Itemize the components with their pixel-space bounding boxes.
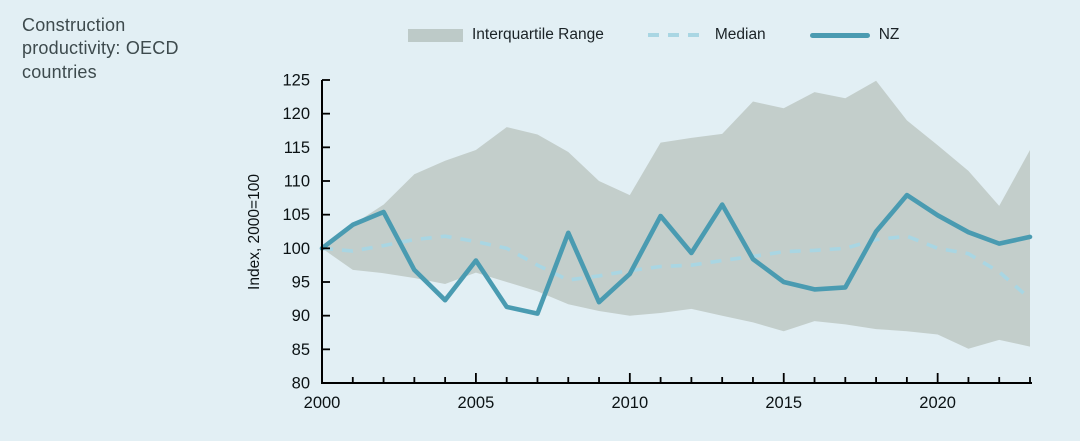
svg-text:90: 90 bbox=[292, 307, 310, 325]
median-line bbox=[321, 234, 1032, 301]
legend-item-nz: NZ bbox=[809, 26, 900, 44]
iqr-band-swatch-icon bbox=[408, 28, 463, 42]
svg-text:125: 125 bbox=[282, 72, 310, 90]
iqr-band bbox=[322, 80, 1030, 349]
svg-text:2010: 2010 bbox=[611, 394, 648, 412]
legend-item-median: Median bbox=[647, 26, 766, 44]
svg-text:2020: 2020 bbox=[919, 394, 956, 412]
svg-text:85: 85 bbox=[292, 341, 310, 359]
svg-text:2005: 2005 bbox=[458, 394, 495, 412]
page-title: Construction productivity: OECD countrie… bbox=[22, 15, 179, 82]
y-tick-labels: 80 85 90 95 100 105 110 115 120 125 bbox=[282, 72, 310, 393]
svg-text:120: 120 bbox=[282, 105, 310, 123]
svg-text:105: 105 bbox=[282, 206, 310, 224]
svg-text:115: 115 bbox=[284, 139, 310, 157]
nz-line bbox=[319, 192, 1033, 316]
svg-text:80: 80 bbox=[292, 375, 310, 393]
svg-text:110: 110 bbox=[284, 173, 310, 191]
nz-solid-line-icon bbox=[809, 32, 870, 38]
y-ticks bbox=[322, 79, 330, 384]
x-tick-labels: 2000 2005 2010 2015 2020 bbox=[304, 394, 956, 412]
legend-label-median: Median bbox=[714, 26, 766, 43]
median-dashed-line-icon bbox=[647, 33, 706, 37]
svg-text:95: 95 bbox=[292, 274, 310, 292]
chart-legend: Interquartile Range Median NZ bbox=[408, 26, 899, 44]
legend-label-nz: NZ bbox=[878, 26, 900, 43]
svg-text:2000: 2000 bbox=[304, 394, 341, 412]
legend-label-iqr: Interquartile Range bbox=[472, 26, 604, 43]
svg-text:100: 100 bbox=[282, 240, 310, 258]
legend-item-iqr: Interquartile Range bbox=[408, 26, 604, 44]
svg-text:2015: 2015 bbox=[765, 394, 802, 412]
x-ticks bbox=[321, 373, 1031, 383]
y-axis-label: Index, 2000=100 bbox=[246, 174, 263, 290]
